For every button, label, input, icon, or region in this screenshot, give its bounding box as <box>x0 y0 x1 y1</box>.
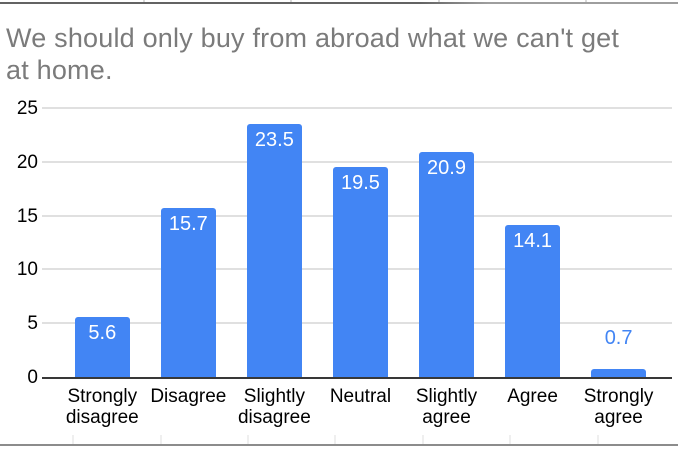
category-label: Disagree <box>150 386 227 407</box>
sheet-cell-border-tick <box>290 0 292 2</box>
bar[interactable] <box>332 167 388 377</box>
sheet-cell-border-tick <box>422 435 424 444</box>
category-label: Neutral <box>329 386 392 407</box>
category-label: Strongly disagree <box>65 386 139 428</box>
bar-value-label: 23.5 <box>254 129 294 152</box>
category-label: Agree <box>507 386 558 407</box>
sheet-cell-border-tick <box>597 435 599 444</box>
sheet-cell-border-tick <box>509 435 511 444</box>
sheet-cell-border-tick <box>72 435 74 444</box>
gridline <box>42 160 672 163</box>
sheet-cell-border-tick <box>438 0 440 2</box>
bar[interactable] <box>74 316 130 377</box>
bar[interactable] <box>419 152 474 377</box>
y-axis-tick-label: 20 <box>16 151 38 173</box>
sheet-row-border-top <box>0 2 678 4</box>
y-axis-tick-label: 5 <box>27 313 38 335</box>
chart-title-line-2: at home. <box>6 55 113 85</box>
bar-value-label: 14.1 <box>513 230 553 253</box>
bar-value-label: 0.7 <box>604 327 633 350</box>
bar-value-label: 5.6 <box>88 321 117 344</box>
sheet-row-border-bottom <box>0 444 678 446</box>
sheet-cell-border-tick <box>247 435 249 444</box>
bar-value-label: 20.9 <box>427 157 466 180</box>
sheet-cell-border-tick <box>585 0 587 2</box>
bar[interactable] <box>505 225 561 377</box>
category-label: Slightly disagree <box>237 386 311 428</box>
bar[interactable] <box>246 124 302 377</box>
sheet-cell-border-tick <box>143 0 145 2</box>
gridline <box>42 107 672 109</box>
bar-value-label: 15.7 <box>168 213 208 236</box>
y-axis-tick-label: 25 <box>16 98 38 119</box>
bar[interactable] <box>591 369 647 377</box>
y-axis-tick-label: 10 <box>16 259 38 281</box>
sheet-cell-border-tick <box>160 435 162 444</box>
sheet-cell-border-tick <box>334 435 336 444</box>
bar-value-label: 19.5 <box>340 172 380 195</box>
y-axis-tick-label: 0 <box>27 367 38 388</box>
category-label: Slightly agree <box>415 386 478 428</box>
chart-title-line-1: We should only buy from abroad what we c… <box>6 23 620 53</box>
chart-title: We should only buy from abroad what we c… <box>6 22 674 86</box>
x-axis-baseline <box>42 377 672 379</box>
y-axis-tick-label: 15 <box>16 205 38 227</box>
bar[interactable] <box>160 208 216 377</box>
category-label: Strongly agree <box>583 386 654 428</box>
